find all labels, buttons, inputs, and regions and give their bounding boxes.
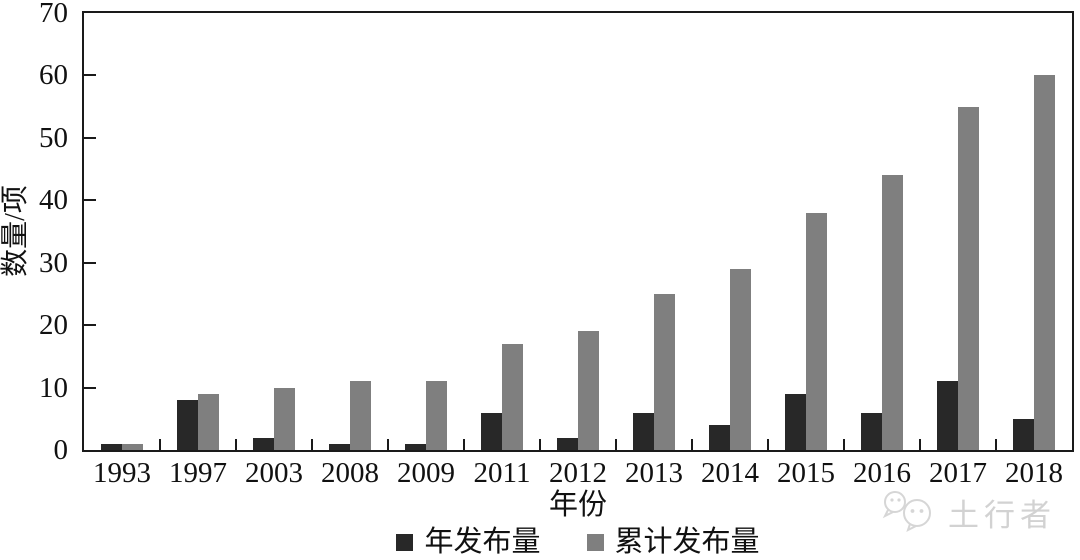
y-tick-mark-60 — [84, 74, 96, 77]
bar-cumulative-2003 — [274, 387, 295, 450]
bar-annual-2017 — [937, 381, 958, 450]
watermark-text: 土行者 — [948, 497, 1056, 533]
bar-cumulative-1997 — [198, 393, 219, 450]
x-tick-mark-9 — [767, 439, 769, 450]
x-category-label-2017: 2017 — [929, 457, 987, 489]
x-category-label-2016: 2016 — [853, 457, 911, 489]
x-tick-mark-10 — [843, 439, 845, 450]
bar-cumulative-2011 — [502, 343, 523, 450]
y-tick-label-10: 10 — [39, 371, 68, 404]
bar-cumulative-2017 — [958, 106, 979, 450]
y-tick-mark-10 — [84, 386, 96, 389]
bar-cumulative-2014 — [730, 268, 751, 450]
bar-annual-2016 — [861, 412, 882, 450]
y-tick-label-30: 30 — [39, 246, 68, 279]
bar-cumulative-2012 — [578, 331, 599, 450]
x-tick-mark-1 — [159, 439, 161, 450]
x-category-label-1997: 1997 — [169, 457, 227, 489]
wechat-icon — [882, 491, 931, 532]
x-tick-mark-8 — [691, 439, 693, 450]
bar-annual-2018 — [1013, 418, 1034, 450]
x-category-label-2009: 2009 — [397, 457, 455, 489]
x-category-label-2018: 2018 — [1005, 457, 1063, 489]
legend-swatch-annual-icon — [396, 533, 414, 551]
x-category-label-2012: 2012 — [549, 457, 607, 489]
bar-annual-1993 — [101, 443, 122, 450]
bar-cumulative-2013 — [654, 293, 675, 450]
x-axis-title: 年份 — [548, 489, 607, 521]
x-tick-mark-12 — [995, 439, 997, 450]
y-tick-label-50: 50 — [39, 121, 68, 154]
bar-annual-1997 — [177, 400, 198, 450]
bar-annual-2011 — [481, 412, 502, 450]
bar-cumulative-2008 — [350, 381, 371, 450]
x-category-label-2014: 2014 — [701, 457, 759, 489]
x-category-label-2011: 2011 — [473, 457, 531, 489]
legend: 年发布量 累计发布量 — [82, 527, 1074, 557]
x-category-label-2013: 2013 — [625, 457, 683, 489]
legend-swatch-cumulative-icon — [586, 533, 604, 551]
bar-annual-2008 — [329, 443, 350, 450]
bar-cumulative-2018 — [1034, 75, 1055, 450]
bar-cumulative-1993 — [122, 443, 143, 450]
y-tick-mark-20 — [84, 324, 96, 327]
bar-annual-2015 — [785, 393, 806, 450]
x-tick-mark-11 — [919, 439, 921, 450]
y-tick-mark-40 — [84, 199, 96, 202]
x-category-label-2003: 2003 — [245, 457, 303, 489]
x-category-label-2008: 2008 — [321, 457, 379, 489]
x-tick-mark-6 — [539, 439, 541, 450]
legend-label-cumulative: 累计发布量 — [614, 526, 760, 558]
y-tick-label-70: 70 — [39, 0, 68, 29]
legend-item-annual: 年发布量 — [396, 526, 541, 558]
watermark: 土行者 — [880, 489, 1056, 535]
legend-label-annual: 年发布量 — [424, 526, 541, 558]
bar-annual-2003 — [253, 437, 274, 450]
y-tick-label-40: 40 — [39, 184, 68, 217]
x-tick-mark-5 — [463, 439, 465, 450]
bar-annual-2009 — [405, 443, 426, 450]
bar-cumulative-2015 — [806, 212, 827, 450]
x-tick-mark-2 — [235, 439, 237, 450]
bar-cumulative-2016 — [882, 175, 903, 450]
y-tick-label-0: 0 — [53, 434, 69, 466]
y-tick-label-60: 60 — [39, 59, 68, 92]
legend-item-cumulative: 累计发布量 — [586, 526, 760, 558]
y-tick-mark-50 — [84, 136, 96, 139]
x-category-label-2015: 2015 — [777, 457, 835, 489]
x-tick-mark-3 — [311, 439, 313, 450]
bar-annual-2012 — [557, 437, 578, 450]
y-tick-mark-30 — [84, 261, 96, 264]
y-tick-label-20: 20 — [39, 309, 68, 342]
x-tick-mark-7 — [615, 439, 617, 450]
bar-annual-2014 — [709, 425, 730, 450]
x-category-label-1993: 1993 — [93, 457, 151, 489]
bar-cumulative-2009 — [426, 381, 447, 450]
bar-annual-2013 — [633, 412, 654, 450]
x-tick-mark-4 — [387, 439, 389, 450]
